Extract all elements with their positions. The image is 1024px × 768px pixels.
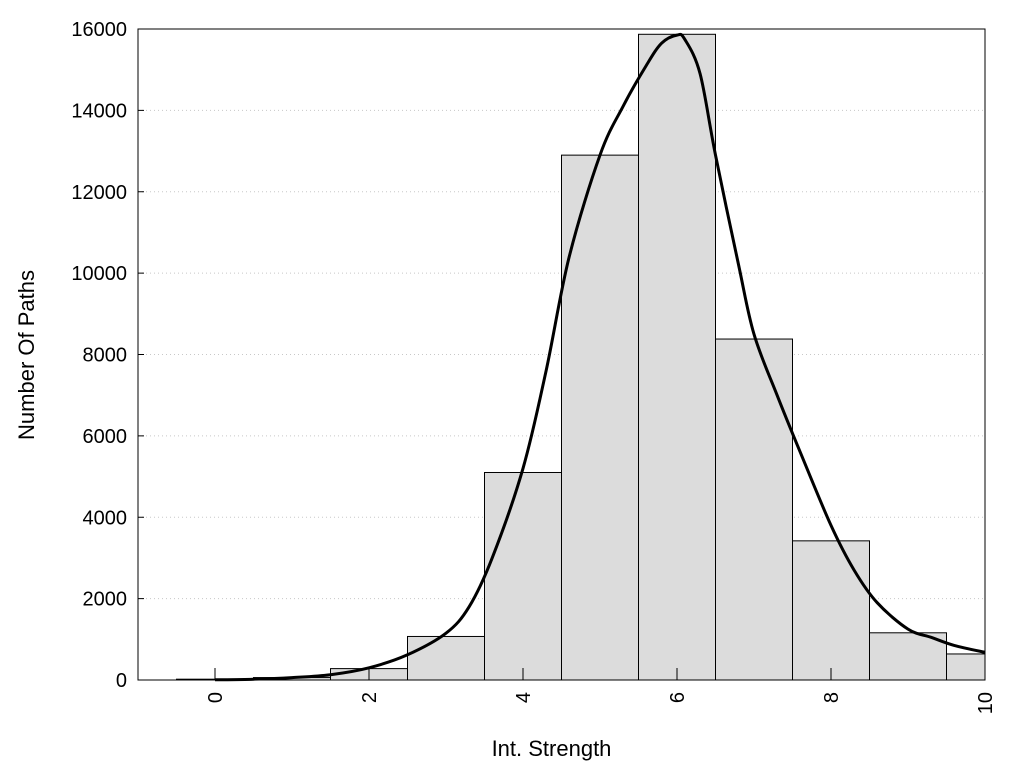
y-tick-label: 2000 [83,589,128,611]
histogram-bar [869,632,947,681]
x-tick-label: 0 [205,692,227,703]
x-tick-label: 6 [667,692,689,703]
y-tick-label: 0 [116,670,127,692]
y-tick-label: 4000 [83,507,128,529]
x-tick-label: 4 [513,692,535,703]
x-axis-title: Int. Strength [492,736,612,761]
histogram-bar [484,471,562,681]
y-axis-ticks: 0 2000 4000 6000 8000 10000 12000 14000 16000 [71,19,144,692]
y-tick-label: 14000 [71,100,127,122]
histogram-bar [792,540,870,681]
histogram-bar [946,653,986,681]
density-curve [214,32,986,682]
y-axis-title: Number Of Paths [14,270,39,440]
histogram-bar [407,635,485,681]
x-tick-label: 2 [359,692,381,703]
density-curve-layer [214,32,986,682]
y-tick-label: 10000 [71,263,127,285]
histogram-bar [715,338,793,681]
histogram-bar [638,33,716,681]
y-tick-label: 8000 [83,345,128,367]
y-tick-label: 12000 [71,182,127,204]
histogram-bar [561,154,639,681]
y-tick-label: 16000 [71,19,127,41]
y-tick-label: 6000 [83,426,128,448]
x-tick-label: 8 [821,692,843,703]
x-tick-label: 10 [975,692,997,714]
